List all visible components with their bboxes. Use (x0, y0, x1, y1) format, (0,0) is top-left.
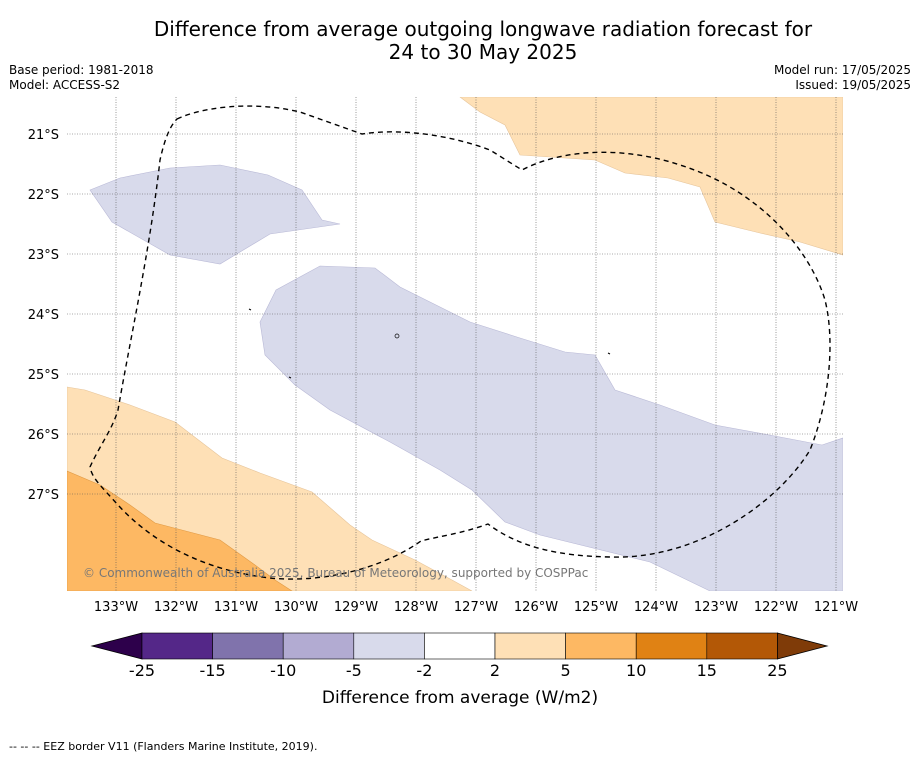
colorbar-tick-labels: -25 -15 -10 -5 -2 2 5 10 15 25 (129, 661, 788, 680)
longitude-label: 133°W (94, 600, 138, 615)
colorbar-segment (706, 632, 778, 660)
colorbar-segment (424, 632, 496, 660)
colorbar-segment (212, 632, 284, 660)
colorbar-segment (635, 632, 708, 660)
contour-artifact (248, 308, 252, 311)
colorbar-extend-low (90, 632, 143, 660)
latitude-label: 24°S (28, 308, 59, 323)
longitude-label: 129°W (334, 600, 378, 615)
map-plot-area: © Commonwealth of Australia 2025, Bureau… (67, 97, 843, 591)
colorbar-tick: 5 (561, 661, 571, 680)
eez-legend-note: -- -- -- EEZ border V11 (Flanders Marine… (9, 740, 318, 753)
colorbar-tick: 10 (626, 661, 646, 680)
contour-artifact (288, 376, 292, 379)
title-line-2: 24 to 30 May 2025 (388, 40, 578, 64)
colorbar-segment (141, 632, 213, 660)
base-period: Base period: 1981-2018 (9, 63, 154, 77)
colorbar-tick: -25 (129, 661, 155, 680)
colorbar-tick: -10 (270, 661, 296, 680)
longitude-label: 123°W (694, 600, 738, 615)
longitude-labels: 133°W 132°W 131°W 130°W 129°W 128°W 127°W 126°W… (94, 600, 858, 615)
longitude-label: 130°W (274, 600, 318, 615)
longitude-label: 128°W (394, 600, 438, 615)
latitude-label: 26°S (28, 428, 59, 443)
longitude-label: 122°W (754, 600, 798, 615)
colorbar-tick: 15 (697, 661, 717, 680)
longitude-label: 131°W (214, 600, 258, 615)
colorbar-extend-high (777, 632, 829, 660)
latitude-label: 23°S (28, 248, 59, 263)
model-run: Model run: 17/05/2025 (773, 63, 911, 77)
latitude-label: 25°S (28, 368, 59, 383)
colorbar-segment (282, 632, 355, 660)
longitude-label: 126°W (514, 600, 558, 615)
contour-artifact (394, 333, 400, 339)
eez-boundary-line (89, 105, 831, 580)
longitude-label: 125°W (574, 600, 618, 615)
colorbar-segment (494, 632, 566, 660)
title-line-1: Difference from average outgoing longwav… (153, 17, 813, 41)
colorbar-tick: 25 (767, 661, 787, 680)
copyright-text: © Commonwealth of Australia 2025, Bureau… (83, 566, 588, 580)
longitude-label: 124°W (634, 600, 678, 615)
latitude-label: 22°S (28, 188, 59, 203)
map-gridlines (67, 97, 843, 591)
colorbar-tick: 2 (490, 661, 500, 680)
colorbar-tick: -2 (416, 661, 432, 680)
colorbar-segment (353, 632, 425, 660)
anomaly-region-negative-central (259, 265, 843, 591)
longitude-label: 121°W (814, 600, 858, 615)
colorbar-label: Difference from average (W/m2) (322, 688, 598, 708)
latitude-labels: 21°S 22°S 23°S 24°S 25°S 26°S 27°S (28, 128, 59, 503)
longitude-label: 132°W (154, 600, 198, 615)
meta-right: Model run: 17/05/2025 Issued: 19/05/2025 (774, 63, 911, 93)
latitude-label: 21°S (28, 128, 59, 143)
meta-left: Base period: 1981-2018 Model: ACCESS-S2 (9, 63, 154, 93)
contour-artifact (607, 352, 611, 355)
anomaly-region-negative-north (89, 164, 341, 265)
latitude-label: 27°S (28, 488, 59, 503)
colorbar-segment (565, 632, 637, 660)
model-name: Model: ACCESS-S2 (9, 78, 121, 92)
colorbar-tick: -5 (346, 661, 362, 680)
anomaly-region-positive-strong-southwest (67, 470, 293, 591)
longitude-label: 127°W (454, 600, 498, 615)
colorbar (90, 632, 829, 660)
map-title: Difference from average outgoing longwav… (0, 18, 919, 64)
colorbar-tick: -15 (200, 661, 226, 680)
issued-date: Issued: 19/05/2025 (795, 78, 911, 92)
